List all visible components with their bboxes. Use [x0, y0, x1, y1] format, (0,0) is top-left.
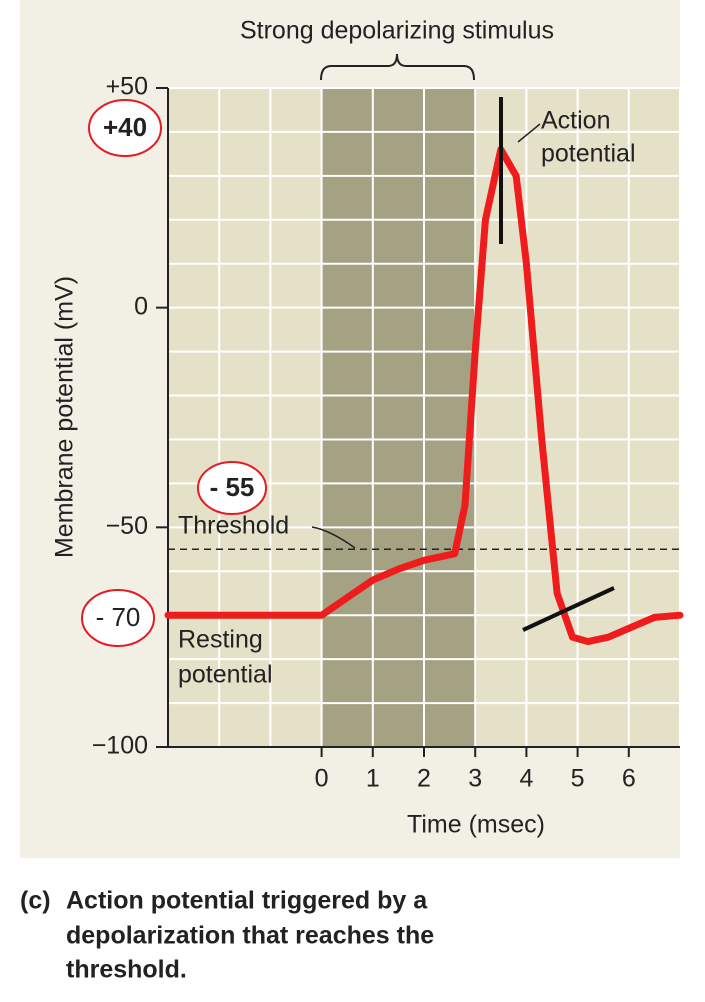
- marker-line: [522, 586, 615, 632]
- y-tick-label: 0: [134, 292, 148, 320]
- x-tick-label: 4: [519, 765, 533, 793]
- caption-label: (c): [20, 887, 51, 915]
- y-axis-label: Membrane potential (mV): [51, 276, 79, 558]
- x-tick-label: 2: [417, 765, 431, 793]
- threshold-leader: [311, 526, 356, 549]
- resting-label: potential: [178, 661, 273, 689]
- y-tick-label: +50: [106, 73, 148, 101]
- caption: Action potential triggered by a: [66, 887, 428, 915]
- caption: threshold.: [66, 956, 187, 984]
- x-tick-label: 1: [366, 765, 380, 793]
- grid: [167, 87, 681, 748]
- stimulus-band: [321, 88, 476, 747]
- resting-label: Resting: [178, 626, 263, 654]
- x-tick-label: 6: [622, 765, 636, 793]
- annotation-label: +40: [103, 112, 147, 142]
- peak-leader: [517, 123, 541, 143]
- y-tick-label: −50: [106, 512, 148, 540]
- x-tick-label: 0: [315, 765, 329, 793]
- x-axis-label: Time (msec): [407, 811, 545, 839]
- annotations: +40 - 55 - 70: [81, 99, 267, 647]
- x-tick-label: 3: [468, 765, 482, 793]
- stimulus-brace: [320, 53, 475, 81]
- peak-label: Action: [541, 107, 610, 135]
- annotation-label: - 70: [96, 602, 141, 632]
- stimulus-label: Strong depolarizing stimulus: [240, 17, 554, 45]
- peak-label: potential: [541, 140, 636, 168]
- annotation-circle: [81, 589, 155, 647]
- caption: depolarization that reaches the: [66, 922, 434, 950]
- threshold-label: Threshold: [178, 512, 289, 540]
- annotation-circle: [197, 461, 267, 515]
- annotation-circle: [88, 99, 162, 157]
- annotation-label: - 55: [210, 472, 255, 502]
- y-tick-label: −100: [92, 732, 148, 760]
- x-tick-label: 5: [571, 765, 585, 793]
